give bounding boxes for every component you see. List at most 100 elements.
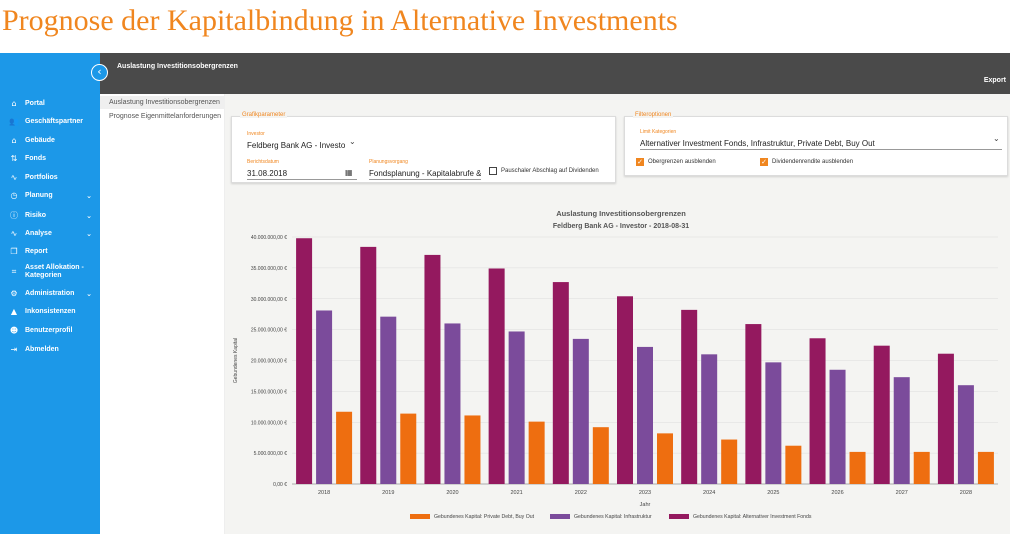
subnav-item-eigenmittel[interactable]: Prognose Eigenmittelanforderungen [109, 113, 222, 120]
dividend-discount-checkbox[interactable] [489, 167, 497, 175]
sidebar-item-label: Benutzerprofil [25, 326, 73, 334]
hide-limits-label: Obergrenzen ausblenden [648, 159, 716, 165]
logout-icon: ⇥ [10, 345, 18, 354]
dividend-discount-label: Pauschaler Abschlag auf Dividenden [501, 168, 599, 174]
sidebar-item-asset-allokation-kategorien[interactable]: ⌗ Asset Allokation - Kategorien [0, 264, 100, 280]
topbar: Auslastung Investitionsobergrenzen Expor… [100, 53, 1010, 94]
date-field[interactable]: 31.08.2018 [247, 169, 288, 178]
date-label: Berichtsdatum [247, 159, 279, 165]
sidebar-item-portal[interactable]: ⌂ Portal [0, 99, 100, 108]
alert-circle-icon: ⓘ [10, 211, 18, 220]
sidebar-item-inkonsistenzen[interactable]: ▲ Inkonsistenzen [0, 307, 100, 316]
hide-dividend-label: Dividendenrendite ausblenden [772, 159, 854, 165]
y-tick-label: 15.000.000,00 € [251, 389, 287, 395]
hide-dividend-checkbox[interactable]: ✓ [760, 158, 768, 166]
sidebar-item-label: Fonds [25, 154, 46, 162]
grafikparameter-title: Grafikparameter [240, 112, 288, 118]
page-title: Prognose der Kapitalbindung in Alternati… [2, 4, 678, 37]
sidebar-header [0, 53, 100, 93]
hide-limits-checkbox[interactable]: ✓ [636, 158, 644, 166]
y-tick-label: 0,00 € [273, 482, 287, 488]
bar-2028-1 [957, 385, 974, 484]
y-axis-label: Gebundenes Kapital [233, 338, 239, 383]
sidebar-item-risiko[interactable]: ⓘ Risiko ⌄ [0, 210, 100, 221]
bar-2026-0 [809, 338, 826, 484]
bar-2018-0 [296, 238, 313, 484]
capital-chart: Auslastung Investitionsobergrenzen Feldbe… [233, 209, 998, 520]
sidebar-item-administration[interactable]: ⚙ Administration ⌄ [0, 289, 100, 298]
x-tick-label: 2023 [639, 490, 651, 496]
sidebar-item-benutzerprofil[interactable]: ☻ Benutzerprofil [0, 326, 100, 335]
legend-swatch [669, 514, 689, 519]
calendar-icon[interactable]: ▦ [345, 168, 353, 177]
bar-2024-0 [681, 309, 698, 484]
chevron-down-icon[interactable]: ⌄ [993, 134, 1000, 143]
chevron-down-icon[interactable]: ⌄ [349, 137, 356, 146]
bar-2024-2 [721, 439, 738, 484]
bar-2021-1 [508, 331, 525, 484]
sidebar-item-label: Portfolios [25, 173, 58, 181]
gear-icon: ⚙ [10, 289, 18, 298]
report-icon: ❐ [10, 247, 18, 256]
user-icon: ☻ [9, 326, 19, 335]
x-tick-label: 2025 [767, 490, 779, 496]
bar-2025-0 [745, 324, 762, 484]
export-button[interactable]: Export [983, 77, 1006, 84]
bar-2019-2 [400, 413, 417, 484]
y-tick-label: 20.000.000,00 € [251, 359, 287, 365]
sidebar-item-analyse[interactable]: ∿ Analyse ⌄ [0, 229, 100, 238]
x-tick-label: 2019 [382, 490, 394, 496]
x-tick-label: 2018 [318, 490, 330, 496]
bar-2020-0 [424, 254, 441, 484]
x-tick-label: 2020 [446, 490, 458, 496]
chevron-left-icon[interactable]: ‹ [91, 64, 108, 81]
bar-2018-2 [336, 411, 353, 484]
crop-icon: ⌗ [11, 267, 17, 276]
subnav-item-auslastung[interactable]: Auslastung Investitionsobergrenzen [100, 96, 225, 109]
people-icon: 👥 [9, 117, 19, 126]
subnav: Auslastung Investitionsobergrenzen Progn… [100, 94, 225, 534]
sidebar: ⌂ Portal 👥 Geschäftspartner ⌂ Gebäude ⇅ Fonds ∿ P… [0, 53, 100, 534]
bar-2027-2 [913, 451, 930, 484]
sidebar-item-label: Asset Allokation - Kategorien [25, 264, 84, 279]
bar-2026-1 [829, 369, 846, 484]
chart-title: Auslastung Investitionsobergrenzen [556, 209, 686, 218]
sidebar-item-fonds[interactable]: ⇅ Fonds [0, 154, 100, 163]
category-underline [640, 149, 1002, 150]
grafikparameter-panel: Grafikparameter Investor Feldberg Bank A… [231, 112, 616, 183]
y-tick-label: 30.000.000,00 € [251, 297, 287, 303]
bar-2019-0 [360, 246, 377, 484]
sidebar-item-portfolios[interactable]: ∿ Portfolios [0, 173, 100, 182]
sidebar-item-label: Risiko [25, 211, 47, 219]
sidebar-item-abmelden[interactable]: ⇥ Abmelden [0, 345, 100, 354]
home-icon: ⌂ [11, 99, 17, 108]
sidebar-item-geb-ude[interactable]: ⌂ Gebäude [0, 136, 100, 145]
y-tick-label: 25.000.000,00 € [251, 328, 287, 334]
bar-2027-0 [873, 345, 890, 484]
category-label: Limit Kategorien [640, 129, 677, 135]
filteroptionen-title: Filteroptionen [633, 112, 674, 118]
investor-select[interactable]: Feldberg Bank AG - Investo [247, 141, 346, 150]
sidebar-item-gesch-ftspartner[interactable]: 👥 Geschäftspartner [0, 117, 100, 126]
clock-icon: ◷ [10, 191, 18, 200]
legend-swatch [410, 514, 430, 519]
bar-2020-1 [444, 323, 461, 484]
sidebar-item-report[interactable]: ❐ Report [0, 247, 100, 256]
planning-select[interactable]: Fondsplanung - Kapitalabrufe & [369, 169, 481, 178]
x-tick-label: 2026 [831, 490, 843, 496]
sidebar-item-planung[interactable]: ◷ Planung ⌄ [0, 191, 100, 200]
topbar-title: Auslastung Investitionsobergrenzen [117, 63, 238, 70]
bar-2020-2 [464, 415, 481, 484]
x-tick-label: 2024 [703, 490, 715, 496]
y-tick-label: 40.000.000,00 € [251, 235, 287, 241]
category-select[interactable]: Alternativer Investment Fonds, Infrastru… [640, 139, 875, 148]
sidebar-item-label: Geschäftspartner [25, 117, 83, 125]
bar-2026-2 [849, 451, 866, 484]
sidebar-item-label: Inkonsistenzen [25, 307, 76, 315]
bar-2023-1 [637, 346, 653, 484]
legend-entry: Gebundenes Kapital: Alternativer Investm… [693, 514, 812, 520]
y-tick-label: 5.000.000,00 € [254, 451, 288, 457]
trend-icon: ∿ [10, 173, 18, 182]
chart-subtitle: Feldberg Bank AG - Investor - 2018-08-31 [553, 223, 689, 230]
chevron-down-icon: ⌄ [86, 229, 92, 238]
